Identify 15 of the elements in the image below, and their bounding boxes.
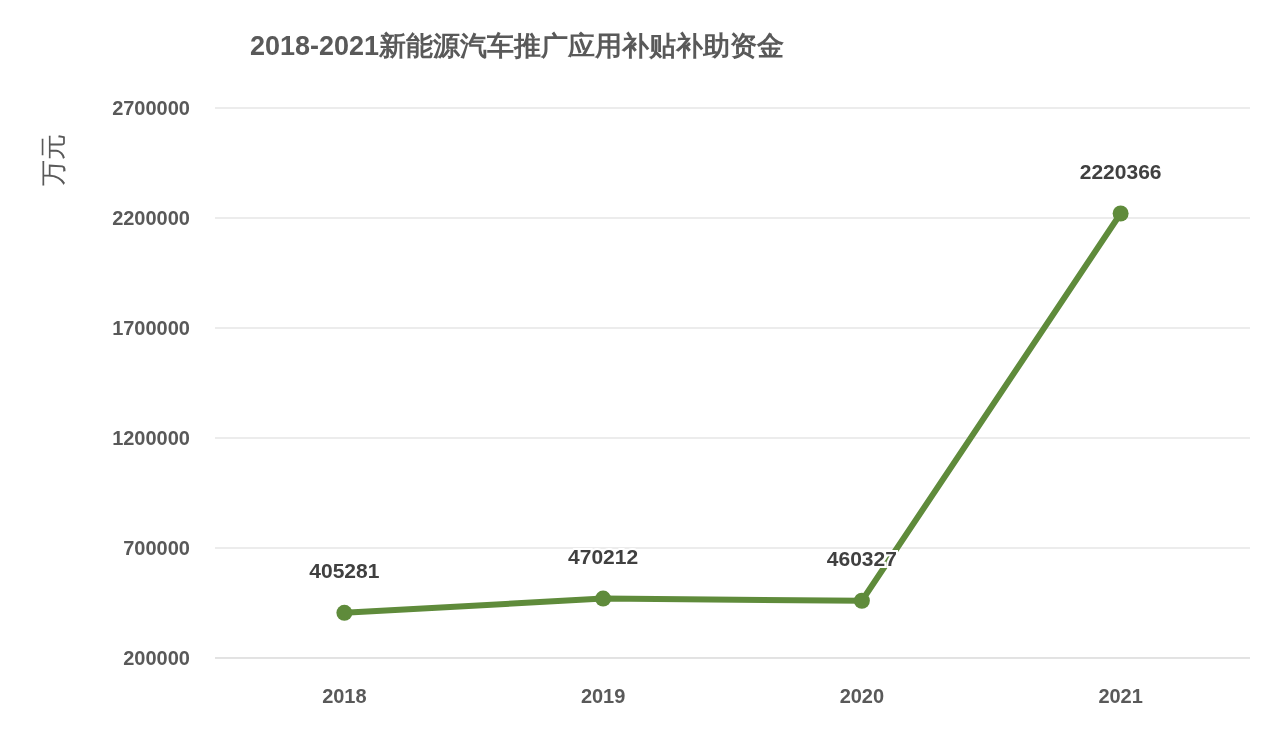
data-label: 470212 (568, 544, 639, 568)
ytick: 1700000 (112, 317, 190, 339)
data-label: 2220366 (1079, 159, 1162, 183)
ytick: 1200000 (112, 427, 190, 449)
ytick: 200000 (123, 647, 190, 669)
ytick: 700000 (123, 537, 190, 559)
title: 2018-2021新能源汽车推广应用补贴补助资金 (250, 31, 785, 61)
xtick: 2021 (1098, 685, 1143, 707)
ytick: 2200000 (112, 207, 190, 229)
xtick: 2019 (580, 685, 626, 707)
ylabel: 万元 (38, 134, 68, 186)
data-label: 405281 (309, 558, 380, 582)
xtick: 2018 (322, 685, 367, 707)
ytick: 2700000 (112, 97, 190, 119)
xtick: 2020 (839, 685, 885, 707)
